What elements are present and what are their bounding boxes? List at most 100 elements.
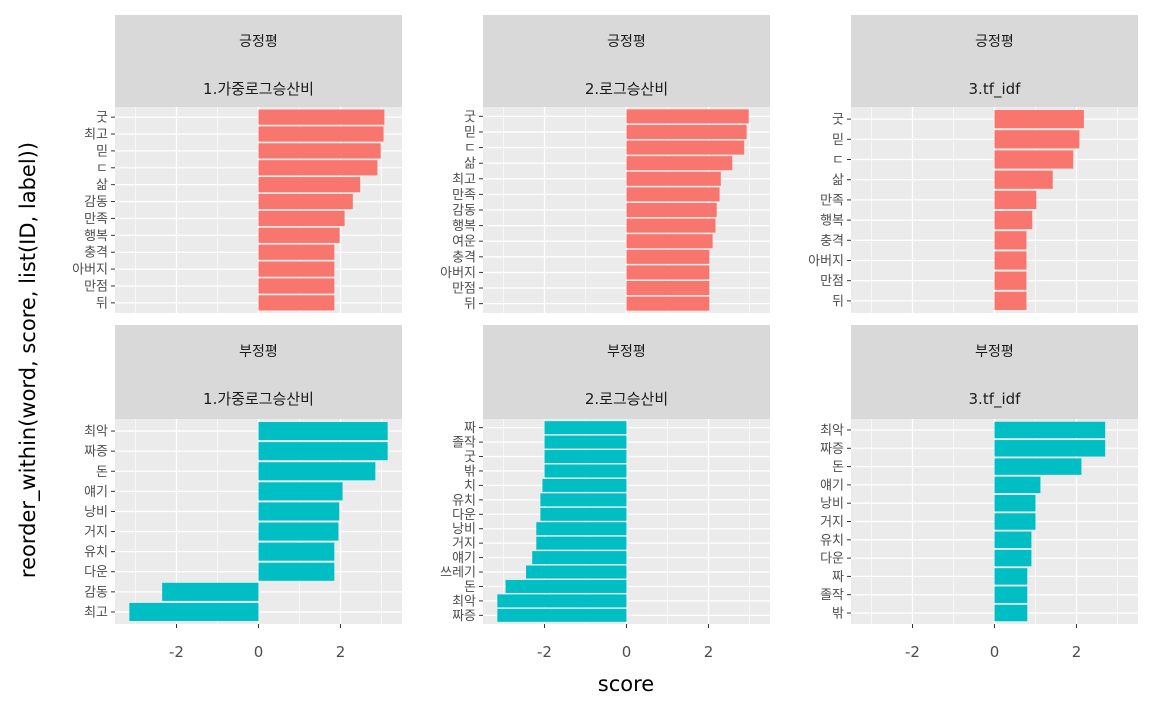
bar <box>536 522 627 536</box>
x-tick-label: 0 <box>990 643 1000 661</box>
y-tick-label: 치 <box>464 479 476 494</box>
y-tick-label: 뒤 <box>96 296 108 311</box>
x-tick-label: 0 <box>254 643 264 661</box>
y-tick-label: 최고 <box>84 128 108 143</box>
y-tick-label: 여운 <box>452 235 476 250</box>
y-tick-label: 얘기 <box>452 551 476 566</box>
bar <box>994 110 1084 129</box>
x-tick-label: 0 <box>622 643 632 661</box>
bar <box>994 604 1028 622</box>
bar <box>994 513 1036 530</box>
bar <box>162 582 259 601</box>
y-tick-label: 짜 <box>464 421 476 436</box>
y-axis-title: reorder_within(word, score, list(ID, lab… <box>16 142 41 578</box>
facet-strip-row-label: 긍정평 <box>607 34 646 50</box>
y-tick-label: 삶 <box>96 178 108 193</box>
bar <box>258 177 361 193</box>
bar <box>532 551 627 565</box>
y-tick-label: 다운 <box>452 508 476 523</box>
facet-strip-col-label: 3.tf_idf <box>969 390 1022 409</box>
bar <box>497 594 627 608</box>
bar <box>544 464 627 478</box>
bar <box>526 565 627 579</box>
bar <box>626 249 710 264</box>
facet-strip-col-label: 1.가중로그승산비 <box>203 390 314 408</box>
facet-strip-row-label: 부정평 <box>975 344 1014 360</box>
bar <box>258 143 381 159</box>
y-tick-label: 거지 <box>84 525 108 540</box>
bar <box>994 531 1032 549</box>
y-tick-label: 충격 <box>452 250 476 265</box>
facet-strip <box>851 15 1138 107</box>
y-tick-label: 만점 <box>820 274 844 289</box>
bar <box>258 261 335 277</box>
facet-strip <box>115 325 402 419</box>
bar <box>994 130 1080 149</box>
bar <box>258 278 335 294</box>
y-tick-label: 돈 <box>464 580 476 595</box>
y-tick-label: 유치 <box>84 545 108 560</box>
y-tick-label: 낭비 <box>820 497 844 512</box>
facet-strip-row-label: 긍정평 <box>975 34 1014 50</box>
facet-strip-row-label: 부정평 <box>607 344 646 360</box>
y-tick-label: 짜증 <box>84 445 108 460</box>
x-tick-label: 2 <box>704 643 714 661</box>
x-tick-label: 2 <box>1072 643 1082 661</box>
bar <box>994 568 1028 585</box>
bar <box>994 211 1033 230</box>
x-tick-label: -2 <box>905 643 920 661</box>
bar <box>258 462 376 481</box>
y-tick-label: 짜증 <box>820 442 844 457</box>
bar <box>626 124 747 139</box>
bar <box>258 542 335 561</box>
y-tick-label: 믿 <box>464 125 476 140</box>
bar <box>505 579 627 593</box>
bar <box>544 421 627 435</box>
bar <box>258 482 343 501</box>
y-tick-label: 굿 <box>464 110 476 125</box>
y-tick-label: 만점 <box>452 282 476 297</box>
y-tick-label: 짜증 <box>452 609 476 624</box>
y-tick-label: 굿 <box>96 111 108 126</box>
y-tick-label: 낭비 <box>84 505 108 520</box>
y-tick-label: 만족 <box>84 212 108 227</box>
bar <box>258 227 340 243</box>
bar <box>994 251 1027 270</box>
y-tick-label: 삶 <box>464 157 476 172</box>
y-tick-label: 아버지 <box>808 254 844 269</box>
bar <box>626 140 745 155</box>
y-tick-label: 감동 <box>84 585 108 600</box>
bar <box>544 435 627 449</box>
bar <box>994 586 1028 603</box>
y-tick-label: ㄷ <box>96 161 108 176</box>
y-tick-label: 쓰레기 <box>440 566 476 581</box>
y-tick-label: 만족 <box>452 188 476 203</box>
facet-strip-col-label: 2.로그승산비 <box>585 390 668 408</box>
bar <box>994 421 1106 439</box>
y-tick-label: 믿 <box>832 133 844 148</box>
y-tick-label: 행복 <box>820 213 844 229</box>
y-tick-label: 얘기 <box>820 478 844 493</box>
y-tick-label: 삶 <box>832 173 844 188</box>
y-tick-label: 감동 <box>84 195 108 210</box>
bar <box>258 193 353 210</box>
facet-strip <box>483 15 770 107</box>
bar <box>258 244 335 260</box>
y-tick-label: 졸작 <box>820 588 844 603</box>
bar <box>994 458 1082 475</box>
y-tick-label: 다운 <box>820 552 844 567</box>
x-tick-label: -2 <box>537 643 552 661</box>
bar <box>626 109 749 124</box>
y-tick-label: 충격 <box>84 246 108 261</box>
y-tick-label: 돈 <box>832 460 844 475</box>
y-tick-label: 얘기 <box>84 485 108 500</box>
y-tick-label: 최고 <box>452 172 476 187</box>
bar <box>258 126 384 142</box>
bar <box>994 549 1032 567</box>
